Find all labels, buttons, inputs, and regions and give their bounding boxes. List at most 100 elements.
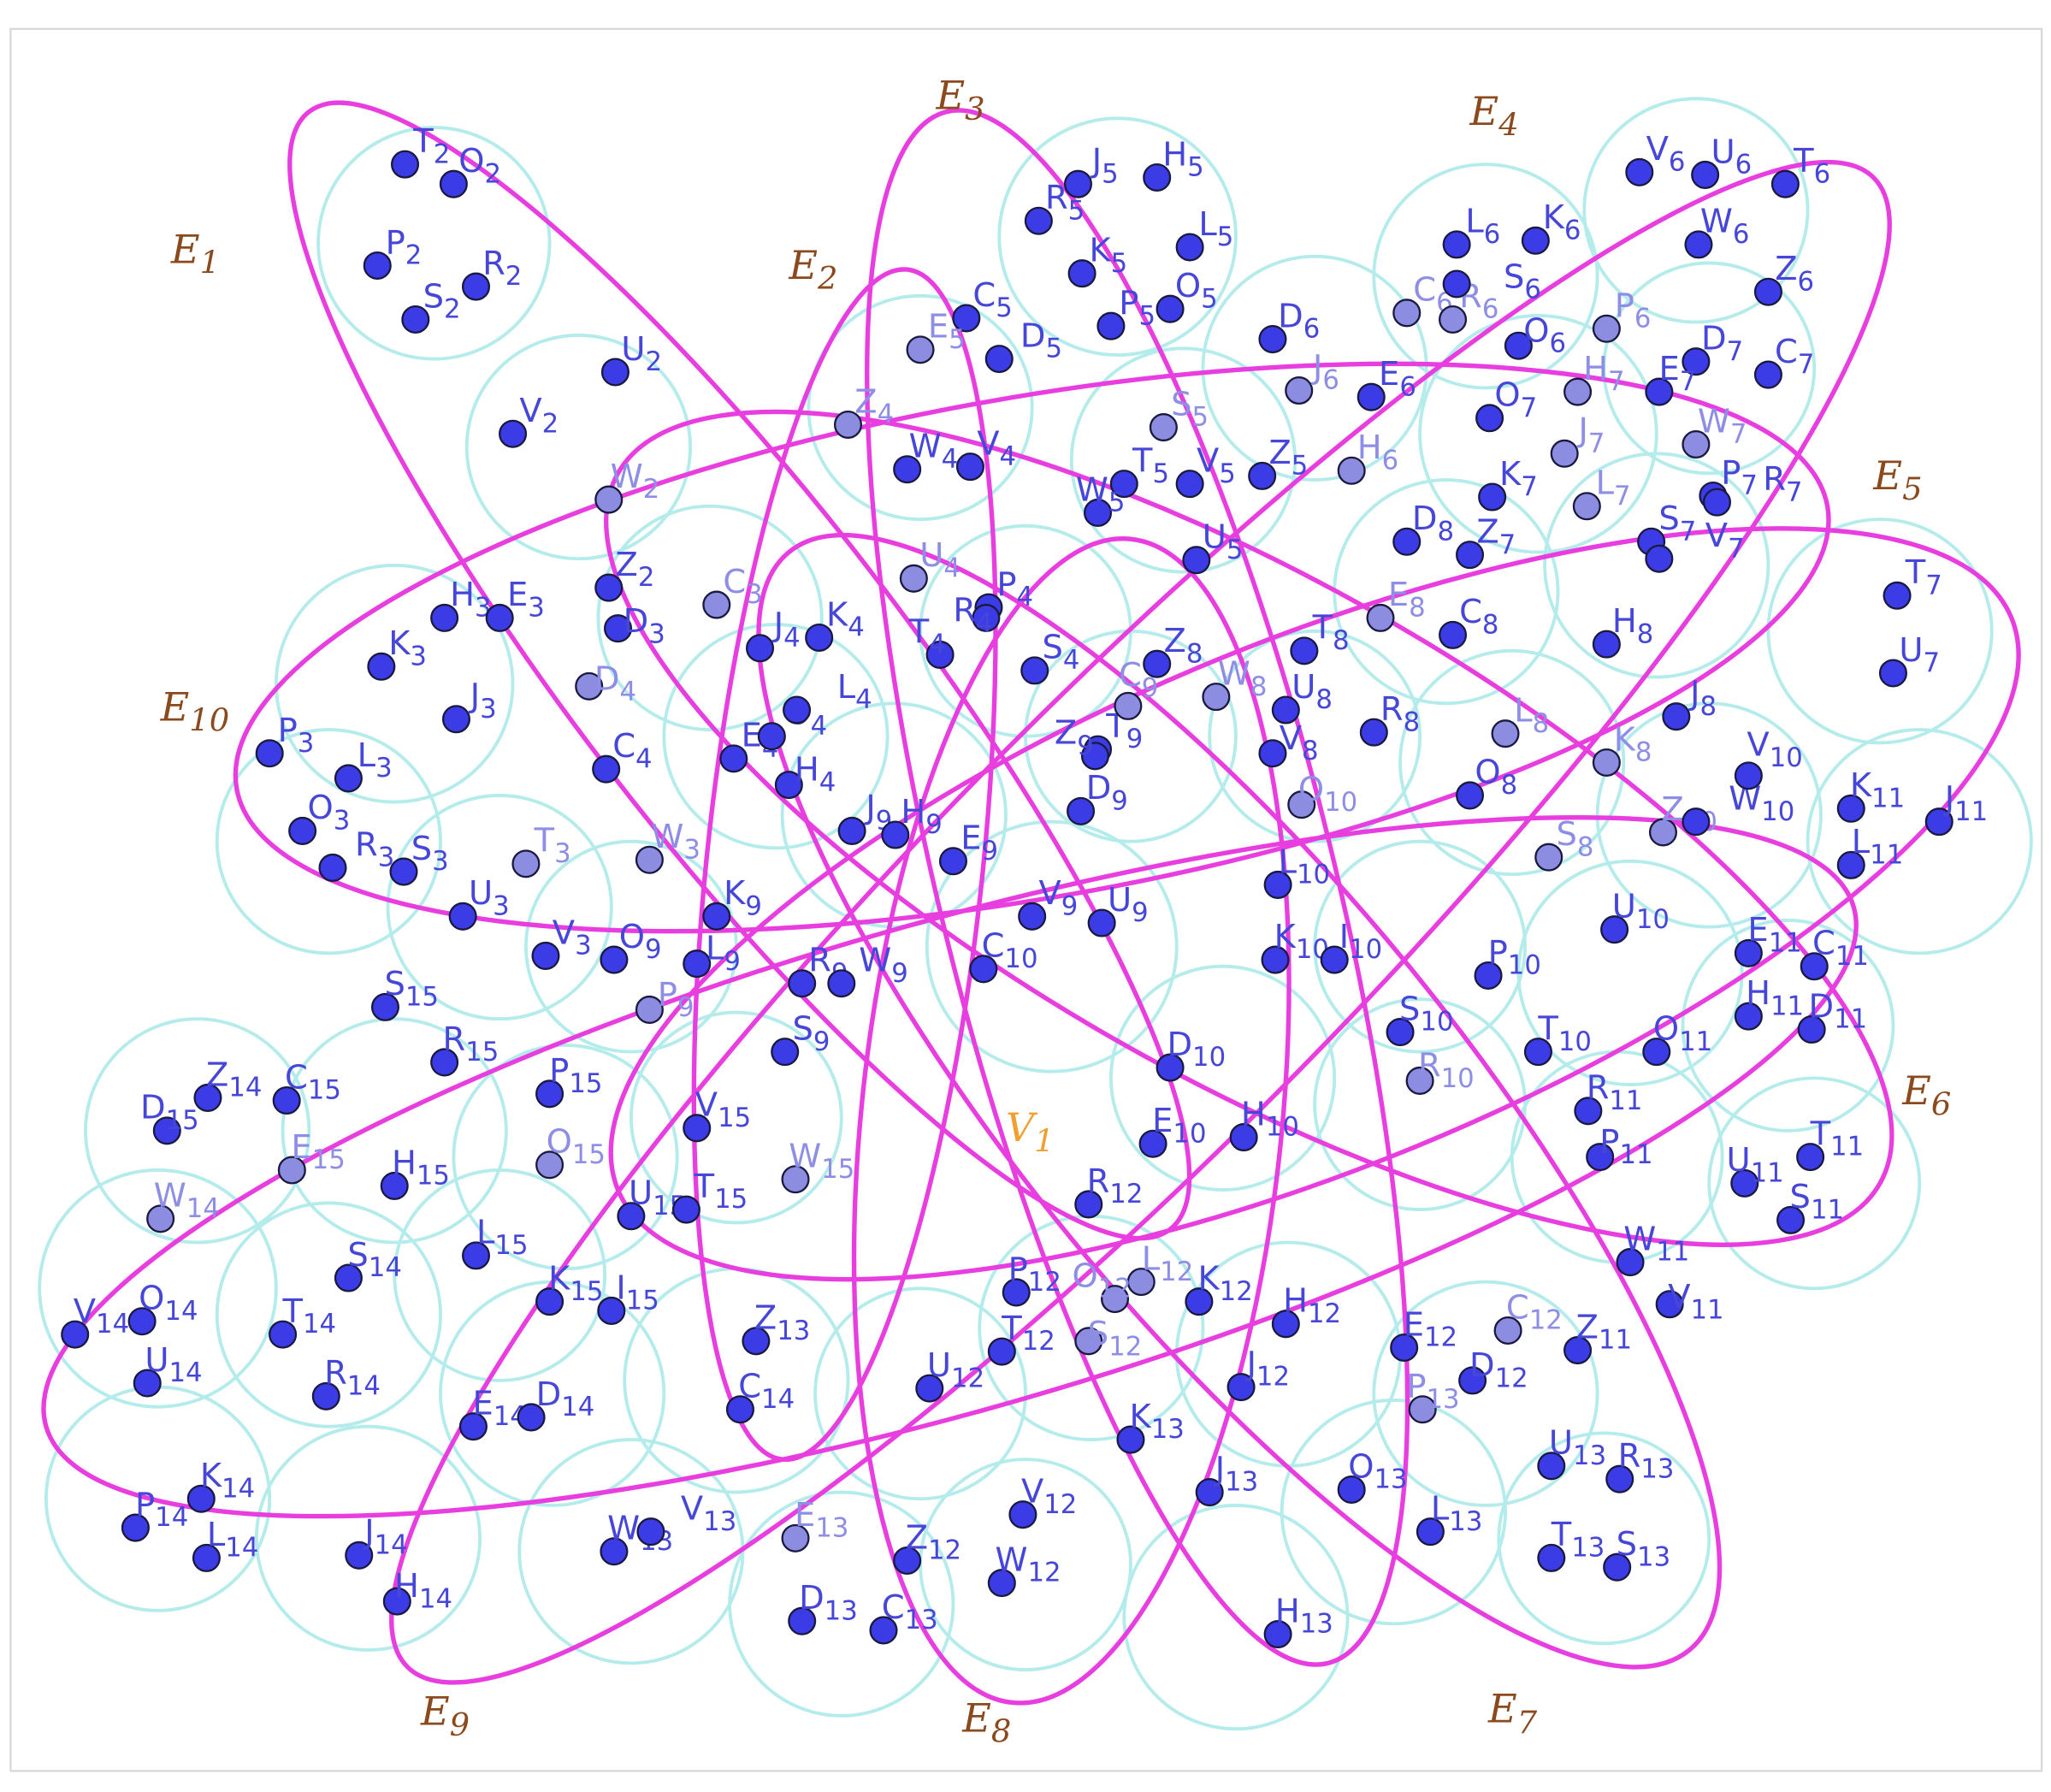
vertex-P2: P2 [363,223,423,281]
vertex-label: J12 [1245,1345,1290,1392]
vertex-R14: R14 [311,1354,381,1411]
vertex-O15: O15 [535,1123,606,1180]
vertex-dot [881,820,910,849]
vertex-label: T13 [1551,1516,1605,1563]
vertex-label: H8 [1612,602,1653,649]
vertex-P15: P15 [535,1052,602,1109]
vertex-L12: L12 [1126,1239,1193,1297]
vertex-dot [575,671,604,701]
vertex-label: L11 [1852,823,1904,870]
vertex-dot [1138,1129,1167,1158]
vertex-label: J4 [772,606,801,654]
vertex-dot [1603,1552,1632,1582]
vertex-label: W14 [154,1177,220,1224]
vertex-dot [1625,157,1654,186]
vertex-dot [1416,1517,1445,1547]
vertex-dot [1600,915,1629,944]
vertex-label: E7 [1658,350,1696,397]
vertex-label: O12 [1072,1257,1131,1304]
vertex-dot [1734,1002,1763,1031]
vertex-Z9: Z9 [1055,714,1109,771]
vertex-V3: V3 [531,914,592,970]
vertex-J3: J3 [441,677,497,734]
vertex-dot [925,640,955,669]
vertex-label: L4 [837,668,872,715]
vertex-S14: S14 [334,1236,402,1292]
vertex-P5: P5 [1096,284,1156,340]
vertex-T12: T12 [987,1310,1055,1366]
vertex-T3: T3 [511,822,571,878]
vertex-dot [1008,1500,1037,1529]
vertex-label: Z13 [754,1299,810,1346]
vertex-dot [1084,498,1113,527]
vertex-dot [1067,796,1096,825]
vertex-label: D7 [1701,320,1743,367]
vertex-D5: D5 [984,316,1062,374]
vertex-dot [1002,1278,1031,1307]
vertex-label: R2 [482,245,522,292]
vertex-W3: W3 [635,818,700,874]
vertex-label: R11 [1587,1069,1643,1116]
vertex-K14: K14 [186,1457,255,1513]
vertex-W8: W8 [1202,654,1267,712]
vertex-T7: T7 [1883,553,1942,610]
vertex-J4: J4 [745,606,801,663]
vertex-R7: R7 [1702,460,1802,517]
vertex-dot [984,345,1014,374]
vertex-dot [1020,656,1049,685]
vertex-label: E10 [1152,1102,1206,1149]
vertex-label: K5 [1089,232,1127,279]
vertex-dot [461,272,491,301]
hyperedge-label: E8 [961,1694,1011,1749]
vertex-label: H11 [1746,974,1804,1021]
vertex-label: P2 [386,223,423,270]
vertex-S15: S15 [370,965,439,1021]
vertex-dot [1702,488,1732,517]
vertex-O9: O9 [600,918,662,974]
vertex-label: Z6 [1775,250,1814,297]
vertex-H7: H7 [1563,350,1625,406]
vertex-dot [1202,683,1231,712]
vertex-label: T9 [1105,707,1143,754]
vertex-V14: V14 [61,1292,129,1349]
vertex-dot [906,335,935,364]
vertex-dot [1684,230,1713,259]
vertex-C12: C12 [1493,1288,1563,1345]
vertex-dot [1753,277,1782,306]
vertex-L10: L10 [1263,843,1330,899]
vertex-K6: K6 [1521,198,1581,255]
vertex-C9: C9 [1114,656,1158,720]
vertex-L5: L5 [1175,205,1233,262]
vertex-dot [1730,1168,1759,1198]
vertex-E6: E6 [1356,355,1416,411]
vertex-U14: U14 [133,1341,203,1398]
vertex-dot [1442,269,1471,299]
vertex-dot [61,1320,90,1349]
vertex-U6: U6 [1691,133,1752,189]
vertex-label: D5 [1020,316,1062,364]
vertex-dot [742,1327,771,1356]
vertex-dot [448,902,477,931]
vertex-K3: K3 [367,624,427,681]
vertex-C6: C6 [1392,271,1453,328]
vertex-label: E11 [1747,911,1801,958]
vertex-K5: K5 [1067,232,1127,288]
vertex-dot [1063,169,1093,198]
vertex-label: C8 [1459,593,1498,640]
vertex-C7: C7 [1753,333,1814,389]
vertex-label: O7 [1494,376,1537,423]
neighborhood-circle [1398,648,1626,877]
vertex-label: C13 [882,1588,938,1635]
vertex-dot [345,1541,374,1570]
vertex-dot [1182,546,1211,575]
vertex-W11: W11 [1616,1220,1689,1277]
vertex-label: U11 [1726,1141,1783,1188]
vertex-dot [1109,470,1138,499]
vertex-dot [1537,1543,1566,1572]
vertex-W6: W6 [1684,203,1749,259]
vertex-W12: W12 [987,1541,1061,1598]
vertex-label: V9 [1039,874,1079,921]
vertex-Z6: Z6 [1753,250,1814,306]
vertex-label: V2 [519,392,559,439]
vertex-label: R3 [355,825,394,872]
